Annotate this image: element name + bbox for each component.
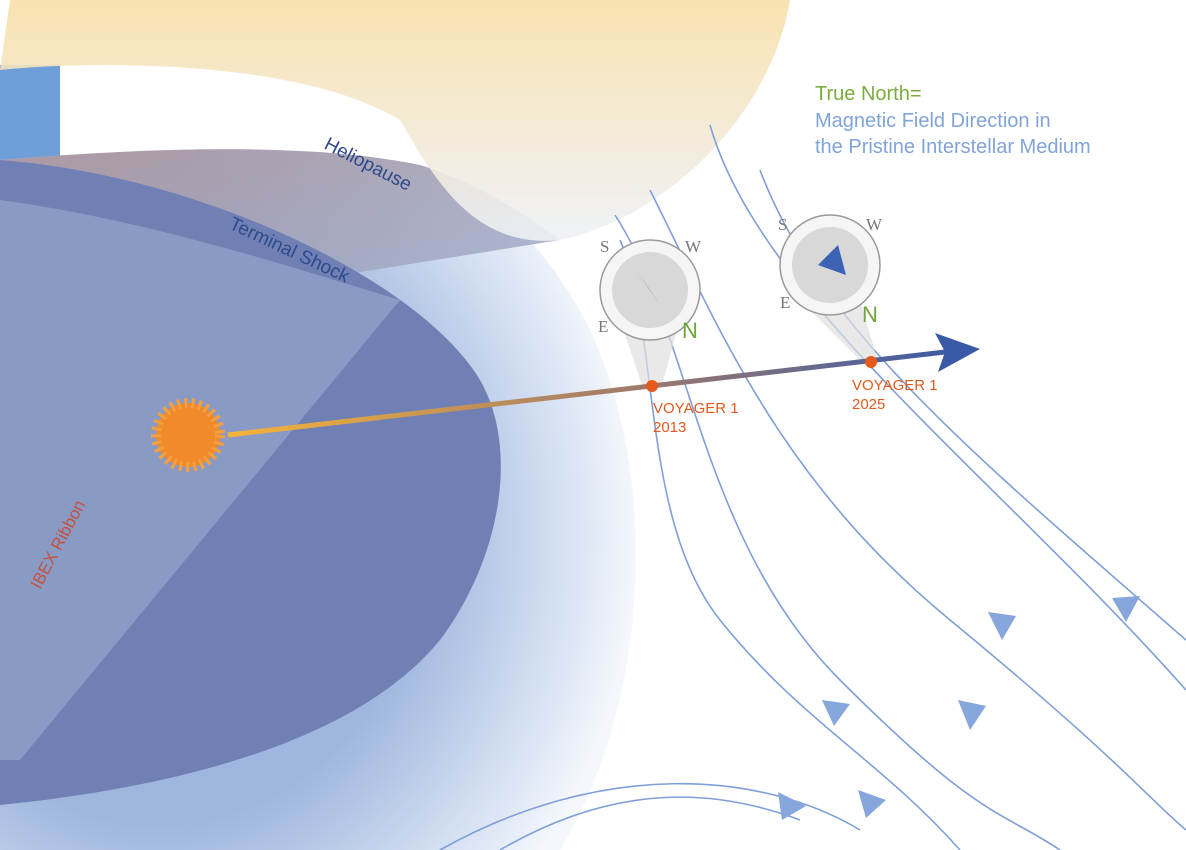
compass-needle: [636, 270, 660, 305]
trajectory: [227, 349, 946, 438]
sun: [151, 398, 225, 472]
voyager-name: VOYAGER 1: [653, 400, 739, 417]
field-line: [499, 796, 801, 850]
ibex-band: [0, 200, 400, 760]
compass-n: N: [862, 302, 878, 327]
legend-line: the Pristine Interstellar Medium: [815, 136, 1091, 158]
compass-s: S: [778, 215, 787, 234]
field-lines: [439, 124, 1186, 850]
field-arrow: [1112, 596, 1140, 622]
compass-e: E: [780, 293, 790, 312]
field-line: [439, 782, 861, 850]
voyager-year: 2025: [852, 396, 885, 413]
terminal-shock-region: [0, 160, 501, 805]
compass-needle: [818, 245, 846, 275]
field-arrow: [958, 700, 986, 730]
legend-title: True North=: [815, 83, 922, 105]
compass: S W E N: [778, 214, 883, 362]
compass-w: W: [866, 215, 883, 234]
field-arrow: [778, 792, 806, 820]
voyager-name: VOYAGER 1: [852, 377, 938, 394]
voyager-dot: [865, 356, 877, 368]
field-arrow: [858, 790, 886, 818]
solar-glow: [0, 0, 790, 241]
compass-n: N: [682, 318, 698, 343]
compass: S W E N: [598, 237, 702, 385]
legend-line: Magnetic Field Direction in: [815, 110, 1051, 132]
field-line: [709, 124, 1186, 691]
voyager-dot: [646, 380, 658, 392]
trajectory-head: [935, 333, 980, 372]
compass-beam: [800, 300, 878, 362]
compass-e: E: [598, 317, 608, 336]
compass-s: S: [600, 237, 609, 256]
field-arrow: [822, 700, 850, 726]
field-line: [649, 189, 1186, 831]
voyager-year: 2013: [653, 419, 686, 436]
compass-w: W: [685, 237, 702, 256]
field-arrow: [988, 612, 1016, 640]
